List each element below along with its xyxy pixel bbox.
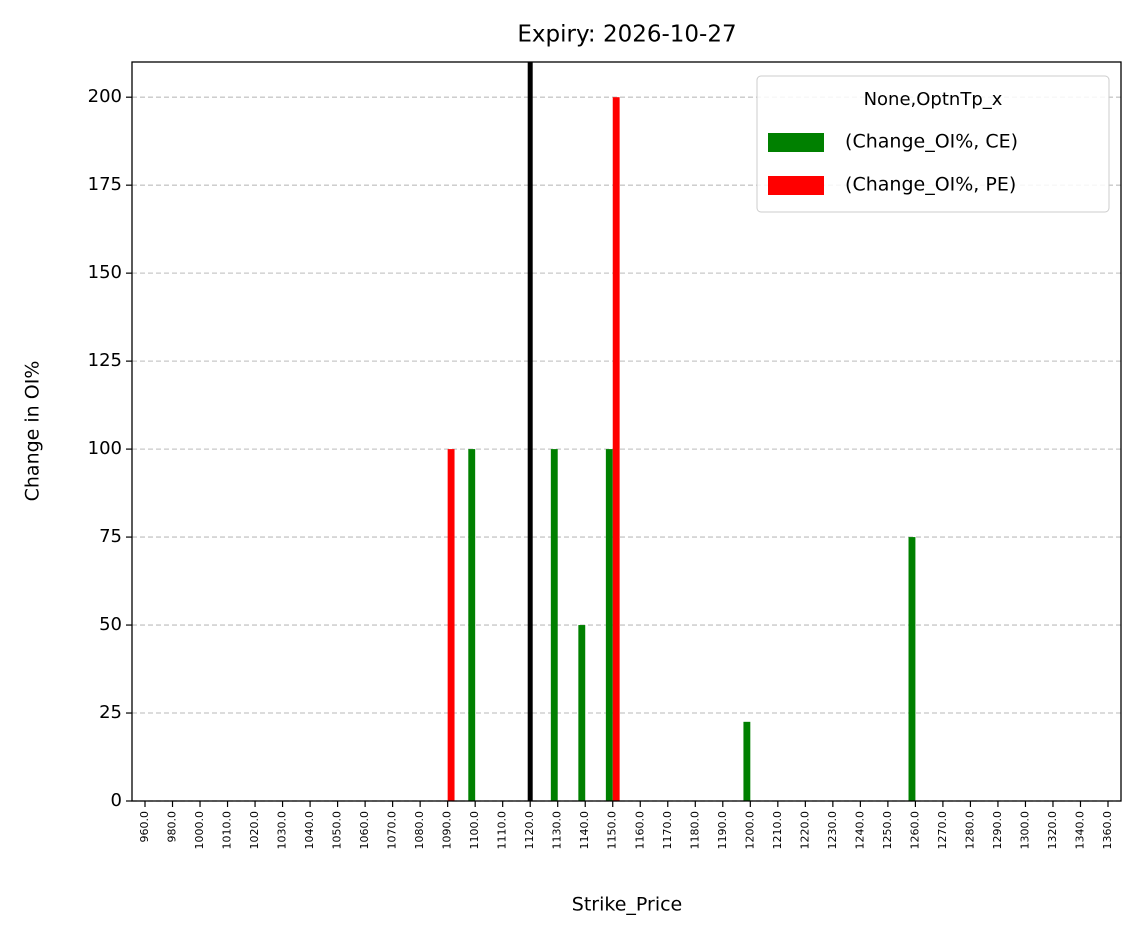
x-tick-label: 1080.0 xyxy=(413,811,426,850)
x-tick-label: 1340.0 xyxy=(1073,811,1086,850)
x-tick-label: 960.0 xyxy=(138,811,151,843)
x-tick-label: 1090.0 xyxy=(441,811,454,850)
x-tick-label: 1050.0 xyxy=(331,811,344,850)
x-tick-label: 1040.0 xyxy=(303,811,316,850)
x-tick-label: 1000.0 xyxy=(193,811,206,850)
y-tick-label: 200 xyxy=(88,86,122,107)
x-tick-label: 1100.0 xyxy=(468,811,481,850)
x-tick-label: 1190.0 xyxy=(716,811,729,850)
bar xyxy=(743,721,751,801)
x-tick-label: 1240.0 xyxy=(853,811,866,850)
x-tick-label: 1210.0 xyxy=(771,811,784,850)
bar xyxy=(468,449,476,801)
x-tick-label: 1030.0 xyxy=(276,811,289,850)
x-tick-label: 1070.0 xyxy=(386,811,399,850)
x-tick-label: 1020.0 xyxy=(248,811,261,850)
bar xyxy=(578,625,586,801)
x-tick-label: 1140.0 xyxy=(578,811,591,850)
y-tick-label: 175 xyxy=(88,174,122,195)
x-tick-label: 1280.0 xyxy=(963,811,976,850)
x-tick-label: 1290.0 xyxy=(991,811,1004,850)
legend-box xyxy=(756,75,1110,213)
x-tick-label: 1120.0 xyxy=(523,811,536,850)
x-tick-label: 1270.0 xyxy=(936,811,949,850)
bar xyxy=(908,537,916,801)
x-axis-label: Strike_Price xyxy=(572,894,682,916)
bar xyxy=(550,449,558,801)
x-tick-label: 980.0 xyxy=(166,811,179,843)
x-tick-label: 1060.0 xyxy=(358,811,371,850)
x-tick-label: 1160.0 xyxy=(633,811,646,850)
legend: None,OptnTp_x (Change_OI%, CE) (Change_O… xyxy=(756,75,1110,213)
y-tick-label: 150 xyxy=(88,262,122,283)
legend-label: (Change_OI%, PE) xyxy=(839,174,1016,196)
legend-label: (Change_OI%, CE) xyxy=(839,131,1018,153)
y-tick-label: 0 xyxy=(111,790,122,811)
x-tick-label: 1150.0 xyxy=(606,811,619,850)
legend-swatch xyxy=(768,133,824,152)
bar xyxy=(447,449,455,801)
bar xyxy=(612,97,620,801)
x-tick-label: 1110.0 xyxy=(496,811,509,850)
y-tick-label: 100 xyxy=(88,438,122,459)
plot-frame xyxy=(131,61,1122,802)
chart-title: Expiry: 2026-10-27 xyxy=(517,22,736,48)
y-tick-label: 75 xyxy=(99,526,122,547)
x-tick-label: 1320.0 xyxy=(1046,811,1059,850)
x-tick-label: 1250.0 xyxy=(881,811,894,850)
y-tick-label: 50 xyxy=(99,614,122,635)
y-tick-label: 125 xyxy=(88,350,122,371)
x-tick-label: 1010.0 xyxy=(221,811,234,850)
legend-swatch xyxy=(768,176,824,195)
bar xyxy=(605,449,613,801)
x-tick-label: 1200.0 xyxy=(743,811,756,850)
x-tick-label: 1360.0 xyxy=(1101,811,1114,850)
x-tick-label: 1300.0 xyxy=(1018,811,1031,850)
x-tick-label: 1230.0 xyxy=(826,811,839,850)
y-tick-label: 25 xyxy=(99,702,122,723)
x-tick-label: 1260.0 xyxy=(908,811,921,850)
y-axis-label: Change in OI% xyxy=(22,361,44,502)
x-tick-label: 1180.0 xyxy=(688,811,701,850)
x-tick-label: 1130.0 xyxy=(551,811,564,850)
x-tick-label: 1170.0 xyxy=(661,811,674,850)
x-tick-label: 1220.0 xyxy=(798,811,811,850)
legend-title: None,OptnTp_x xyxy=(864,89,1003,110)
